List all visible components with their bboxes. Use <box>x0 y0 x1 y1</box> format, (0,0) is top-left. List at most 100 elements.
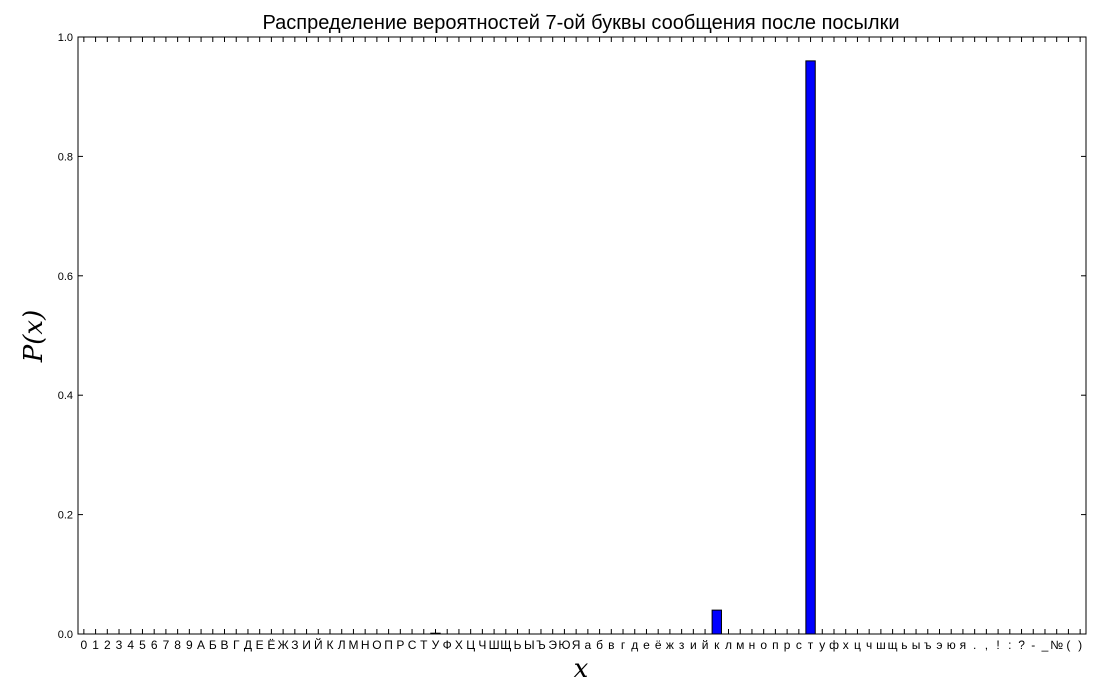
x-tick-label: Х <box>455 638 463 652</box>
x-tick-label: П <box>384 638 393 652</box>
x-tick-label: Н <box>361 638 370 652</box>
x-tick-label: Б <box>209 638 217 652</box>
x-tick-label: и <box>690 638 697 652</box>
x-tick-label: 6 <box>151 638 158 652</box>
x-tick-label: р <box>784 638 791 652</box>
x-tick-label: к <box>714 638 720 652</box>
x-tick-label: з <box>679 638 685 652</box>
x-tick-label: 0 <box>81 638 88 652</box>
x-tick-label: З <box>291 638 298 652</box>
x-tick-label: 5 <box>139 638 146 652</box>
x-tick-label: с <box>796 638 802 652</box>
x-tick-label: № <box>1050 638 1063 652</box>
x-tick-label: 2 <box>104 638 111 652</box>
x-tick-label: Й <box>314 637 323 652</box>
x-tick-label: ж <box>666 638 674 652</box>
x-tick-label: Т <box>420 638 428 652</box>
x-tick-label: ы <box>912 638 921 652</box>
x-tick-label: Е <box>256 638 264 652</box>
x-tick-label: _ <box>1041 638 1049 652</box>
x-tick-label: е <box>643 638 650 652</box>
x-tick-label: ч <box>866 638 872 652</box>
x-tick-label: ю <box>947 638 956 652</box>
x-tick-label: А <box>197 638 205 652</box>
x-tick-label: Д <box>244 638 252 652</box>
x-tick-label: 1 <box>92 638 99 652</box>
x-tick-label: , <box>985 638 988 652</box>
x-tick-label: Э <box>548 638 557 652</box>
x-tick-label: я <box>960 638 967 652</box>
bar <box>711 609 722 635</box>
x-tick-label: Л <box>338 638 346 652</box>
x-tick-label: Ю <box>558 638 570 652</box>
x-tick-label: н <box>749 638 756 652</box>
x-tick-label: т <box>808 638 814 652</box>
chart-title: Распределение вероятностей 7-ой буквы со… <box>262 12 899 34</box>
y-tick-label: 0.4 <box>58 390 73 402</box>
x-tick-label: щ <box>888 638 898 652</box>
x-tick-label: г <box>621 638 626 652</box>
x-tick-label: л <box>725 638 732 652</box>
x-tick-label: ф <box>829 638 839 652</box>
x-tick-label: м <box>736 638 744 652</box>
x-tick-label: Ц <box>466 638 475 652</box>
x-tick-label: 3 <box>116 638 123 652</box>
x-tick-label: Ё <box>267 638 275 652</box>
x-tick-label: ш <box>876 638 886 652</box>
x-tick-label: Ч <box>478 638 486 652</box>
x-tick-label: Ы <box>524 638 535 652</box>
x-tick-label: У <box>432 638 440 652</box>
x-tick-label: ( <box>1066 638 1070 652</box>
y-tick-label: 1.0 <box>58 32 73 44</box>
y-axis-label: P(x) <box>19 310 49 363</box>
x-tick-label: В <box>221 638 229 652</box>
axes-frame <box>77 36 1087 635</box>
x-tick-label: С <box>408 638 417 652</box>
x-tick-label: б <box>596 638 603 652</box>
x-tick-label: ? <box>1018 638 1025 652</box>
y-tick-label: 0.2 <box>58 510 73 522</box>
x-tick-label: в <box>608 638 614 652</box>
x-tick-label: й <box>702 638 709 652</box>
x-tick-label: х <box>843 638 849 652</box>
plot-area: 0.0 0.2 0.4 0.6 0.8 1.0 0 1 2 3 4 5 6 7 8 9 А Б В Г Д Е Ё Ж З И Й К… <box>58 32 1086 652</box>
x-tick-label: ! <box>996 638 999 652</box>
x-tick-label: ь <box>901 638 907 652</box>
x-tick-label: о <box>760 638 767 652</box>
x-tick-label: Ф <box>443 638 452 652</box>
x-tick-label: а <box>585 638 592 652</box>
x-tick-label: Щ <box>500 638 511 652</box>
x-tick-label: . <box>973 638 976 652</box>
x-tick-label: Р <box>396 638 404 652</box>
x-tick-label: ц <box>854 638 861 652</box>
x-tick-label: 4 <box>127 638 134 652</box>
x-tick-label: ) <box>1078 638 1082 652</box>
x-tick-label: Ш <box>489 638 500 652</box>
x-tick-label: Ъ <box>536 638 546 652</box>
x-tick-label: п <box>772 638 779 652</box>
bar <box>805 60 816 635</box>
x-tick-label: О <box>372 638 381 652</box>
x-tick-label: ъ <box>924 638 932 652</box>
x-tick-label: Я <box>572 638 581 652</box>
x-tick-label: М <box>348 638 358 652</box>
x-tick-label: : <box>1008 638 1011 652</box>
x-tick-label: Ж <box>278 638 289 652</box>
x-tick-label: у <box>819 638 825 652</box>
x-tick-label: Ь <box>514 638 522 652</box>
y-tick-label: 0.6 <box>58 271 73 283</box>
x-tick-label: 8 <box>174 638 181 652</box>
x-tick-label: ё <box>655 638 662 652</box>
y-tick-label: 0.0 <box>58 629 73 641</box>
x-tick-label: д <box>631 638 638 652</box>
x-tick-label: - <box>1031 638 1035 652</box>
x-tick-label: 7 <box>163 638 170 652</box>
x-tick-label: Г <box>233 638 240 652</box>
x-tick-label: э <box>936 638 942 652</box>
x-axis-label: x <box>574 654 589 684</box>
x-tick-label: И <box>302 638 311 652</box>
y-tick-label: 0.8 <box>58 151 73 163</box>
x-tick-label: К <box>327 638 334 652</box>
x-tick-label: 9 <box>186 638 193 652</box>
